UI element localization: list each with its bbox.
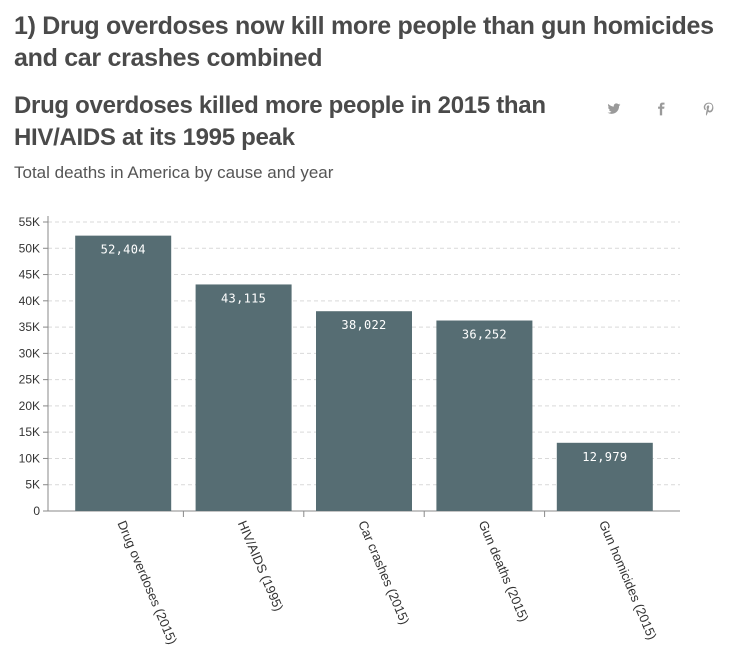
y-axis-tick-labels: 0 5K 10K 15K 20K 25K 30K 35K 40K 45K 50K 55K — [19, 215, 41, 518]
bar-value-label: 43,115 — [221, 291, 266, 305]
pinterest-share-button[interactable] — [699, 99, 719, 119]
y-tick-label: 55K — [19, 215, 40, 229]
y-tick-label: 40K — [19, 294, 40, 308]
bar — [556, 442, 653, 511]
twitter-share-button[interactable] — [604, 99, 624, 119]
bars: 52,404 43,115 38,022 36,252 12,979 — [75, 235, 653, 511]
y-tick-label: 15K — [19, 425, 40, 439]
bar — [316, 311, 412, 511]
y-tick-label: 25K — [19, 373, 40, 387]
y-tick-label: 20K — [19, 399, 40, 413]
x-axis-category-labels: Drug overdoses (2015) HIV/AIDS (1995) Car … — [114, 518, 659, 646]
x-category-label: Drug overdoses (2015) — [114, 518, 180, 646]
y-tick-label: 45K — [19, 268, 40, 282]
chart-subtitle: Total deaths in America by cause and yea… — [14, 163, 334, 182]
bar — [195, 284, 292, 511]
y-tick-label: 30K — [19, 346, 40, 360]
bar-value-label: 52,404 — [101, 243, 146, 257]
chart-title: Drug overdoses killed more people in 201… — [14, 92, 546, 151]
y-tick-label: 10K — [19, 451, 40, 465]
y-tick-label: 50K — [19, 241, 40, 255]
bar-value-label: 12,979 — [582, 450, 627, 464]
bar-chart: 52,404 43,115 38,022 36,252 12,979 0 5K 10K 15K… — [19, 215, 680, 647]
twitter-icon — [607, 103, 621, 114]
pinterest-icon — [703, 102, 714, 116]
bar — [436, 320, 533, 511]
bar-value-label: 36,252 — [462, 328, 507, 342]
y-tick-label: 35K — [19, 320, 40, 334]
bar-value-label: 38,022 — [341, 318, 386, 332]
bar — [75, 235, 172, 511]
facebook-icon — [658, 102, 665, 116]
x-category-label: HIV/AIDS (1995) — [235, 518, 287, 613]
x-category-label: Car crashes (2015) — [355, 518, 412, 626]
y-tick-label: 0 — [33, 504, 40, 518]
x-category-label: Gun deaths (2015) — [476, 518, 532, 624]
y-tick-label: 5K — [25, 478, 40, 492]
facebook-share-button[interactable] — [651, 99, 671, 119]
x-category-label: Gun homicides (2015) — [596, 518, 660, 642]
article-headline: 1) Drug overdoses now kill more people t… — [14, 12, 714, 72]
